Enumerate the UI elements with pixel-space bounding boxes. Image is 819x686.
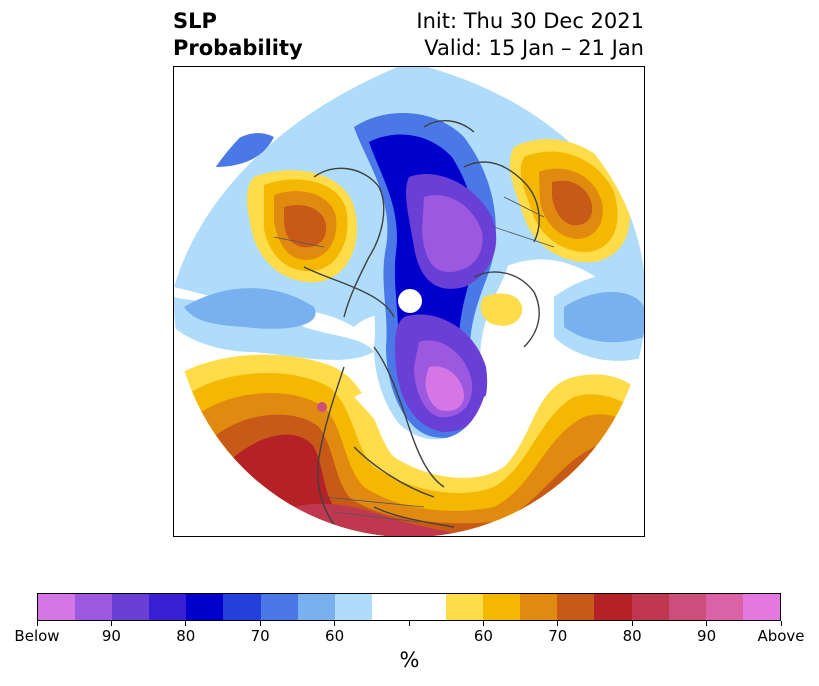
colorbar-segment [75, 594, 113, 620]
map-panel [173, 66, 645, 537]
colorbar-unit: % [399, 648, 420, 672]
colorbar-segment [186, 594, 224, 620]
colorbar-tick-label: 70 [250, 627, 270, 645]
colorbar-segment [483, 594, 521, 620]
colorbar-labels: Below 90 80 70 60 60 70 80 90 Above [0, 627, 819, 647]
colorbar-tick-label: 80 [176, 627, 196, 645]
colorbar-segment [149, 594, 187, 620]
colorbar-segment [668, 594, 706, 620]
coastlines [303, 120, 540, 536]
colorbar-segment [446, 594, 484, 620]
blue-north-pacific-low [184, 288, 316, 329]
chart-title: SLP Probability [173, 8, 303, 62]
colorbar-segment [594, 594, 632, 620]
colorbar-segment [520, 594, 558, 620]
colorbar-segment [260, 594, 298, 620]
init-valid-info: Init: Thu 30 Dec 2021 Valid: 15 Jan – 21… [416, 8, 644, 62]
colorbar-tick [334, 621, 336, 626]
colorbar-tick [36, 621, 38, 626]
colorbar-segment [742, 594, 780, 620]
colorbar-tick [557, 621, 559, 626]
colorbar-tick-label: 70 [548, 627, 568, 645]
colorbar-segment [112, 594, 150, 620]
valid-range: Valid: 15 Jan – 21 Jan [424, 36, 644, 60]
colorbar-tick [482, 621, 484, 626]
colorbar-tick-label: 60 [325, 627, 345, 645]
colorbar-segment [705, 594, 743, 620]
colorbar-segment [38, 594, 76, 620]
pole-gap [398, 289, 422, 313]
colorbar-tick-label: 60 [473, 627, 493, 645]
colorbar-tick [185, 621, 187, 626]
colorbar-tick [780, 621, 782, 626]
colorbar-segment [334, 594, 372, 620]
colorbar-tick [706, 621, 708, 626]
title-line-slp: SLP [173, 9, 217, 33]
colorbar-tick-label: Below [14, 627, 60, 645]
colorbar-tick [408, 621, 410, 626]
colorbar-segment [631, 594, 669, 620]
colorbar [37, 593, 781, 621]
colorbar-tick-label: 90 [697, 627, 717, 645]
colorbar-tick [631, 621, 633, 626]
colorbar-tick-label: 80 [622, 627, 642, 645]
colorbar-segment [297, 594, 335, 620]
colorbar-segment [371, 594, 409, 620]
colorbar-tick [110, 621, 112, 626]
colorbar-segment [408, 594, 447, 620]
polar-map [174, 67, 644, 536]
colorbar-tick [259, 621, 261, 626]
title-line-probability: Probability [173, 36, 303, 60]
colorbar-segment [557, 594, 595, 620]
colorbar-tick-label: 90 [101, 627, 121, 645]
borders [273, 196, 555, 523]
colorbar-tick-label: Above [757, 627, 805, 645]
init-date: Init: Thu 30 Dec 2021 [416, 9, 644, 33]
colorbar-segment [223, 594, 261, 620]
